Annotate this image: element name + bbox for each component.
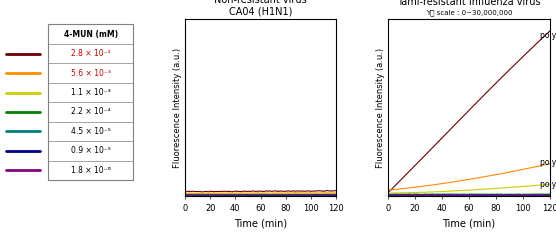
Text: 2.8 × 10⁻²: 2.8 × 10⁻² — [71, 49, 111, 58]
Y-axis label: Fluorescence Intensity (a.u.): Fluorescence Intensity (a.u.) — [173, 48, 182, 168]
Text: polymer 5': polymer 5' — [539, 180, 556, 189]
Text: 1.8 × 10⁻⁶: 1.8 × 10⁻⁶ — [71, 166, 111, 175]
Text: 5.6 × 10⁻³: 5.6 × 10⁻³ — [71, 69, 111, 78]
X-axis label: Time (min): Time (min) — [234, 218, 287, 228]
Y-axis label: Fluorescence Intensity (a.u.): Fluorescence Intensity (a.u.) — [376, 48, 385, 168]
Text: polymer 5': polymer 5' — [539, 31, 556, 40]
X-axis label: Time (min): Time (min) — [443, 218, 495, 228]
Title: Non-resistant virus
CA04 (H1N1): Non-resistant virus CA04 (H1N1) — [214, 0, 307, 17]
Title: Tami-resistant Influenza virus: Tami-resistant Influenza virus — [397, 0, 541, 7]
Text: 4.5 × 10⁻⁵: 4.5 × 10⁻⁵ — [71, 127, 111, 136]
Text: Y축 scale : 0~30,000,000: Y축 scale : 0~30,000,000 — [426, 9, 512, 16]
Text: 1.1 × 10⁻³: 1.1 × 10⁻³ — [71, 88, 111, 97]
Bar — [48, 24, 133, 180]
Text: 2.2 × 10⁻⁴: 2.2 × 10⁻⁴ — [71, 108, 111, 116]
Text: polymer 5': polymer 5' — [539, 158, 556, 167]
Text: 0.9 × 10⁻⁵: 0.9 × 10⁻⁵ — [71, 146, 111, 155]
Text: 4-MUN (mM): 4-MUN (mM) — [63, 30, 118, 39]
